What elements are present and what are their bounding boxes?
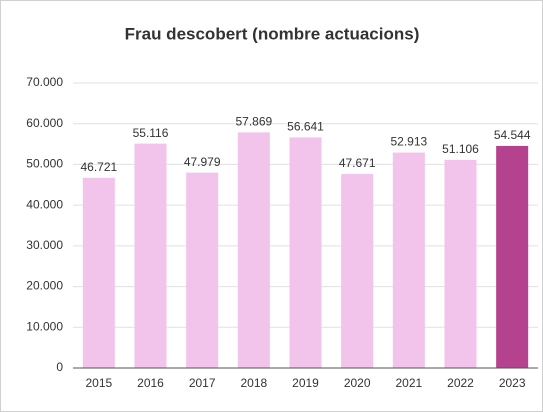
x-tick-label: 2016 bbox=[137, 376, 164, 390]
value-label: 51.106 bbox=[442, 142, 479, 156]
bar bbox=[82, 177, 115, 368]
value-label: 47.671 bbox=[339, 156, 376, 170]
x-tick-label: 2022 bbox=[447, 376, 474, 390]
chart-title: Frau descobert (nombre actuacions) bbox=[125, 24, 420, 43]
x-tick-label: 2017 bbox=[189, 376, 216, 390]
bar bbox=[341, 173, 374, 368]
value-label: 54.544 bbox=[494, 128, 531, 142]
value-label: 52.913 bbox=[390, 135, 427, 149]
value-label: 57.869 bbox=[235, 115, 272, 129]
x-tick-label: 2015 bbox=[85, 376, 112, 390]
bar bbox=[444, 159, 477, 368]
y-tick-label: 10.000 bbox=[26, 319, 63, 333]
x-tick-label: 2019 bbox=[292, 376, 319, 390]
y-tick-label: 70.000 bbox=[26, 75, 63, 89]
bar bbox=[289, 137, 322, 368]
x-tick-label: 2023 bbox=[499, 376, 526, 390]
bar bbox=[186, 172, 219, 368]
y-tick-label: 0 bbox=[56, 360, 63, 374]
y-tick-label: 50.000 bbox=[26, 157, 63, 171]
bar bbox=[134, 143, 167, 368]
x-tick-label: 2021 bbox=[395, 376, 422, 390]
bar bbox=[392, 152, 425, 368]
y-tick-label: 40.000 bbox=[26, 197, 63, 211]
value-label: 46.721 bbox=[80, 160, 117, 174]
x-tick-label: 2018 bbox=[240, 376, 267, 390]
value-label: 56.641 bbox=[287, 120, 324, 134]
x-tick-label: 2020 bbox=[344, 376, 371, 390]
bar bbox=[237, 132, 270, 368]
y-tick-label: 60.000 bbox=[26, 116, 63, 130]
y-tick-label: 20.000 bbox=[26, 279, 63, 293]
bar bbox=[496, 145, 529, 368]
value-label: 47.979 bbox=[184, 155, 221, 169]
y-tick-label: 30.000 bbox=[26, 238, 63, 252]
value-label: 55.116 bbox=[133, 126, 169, 140]
